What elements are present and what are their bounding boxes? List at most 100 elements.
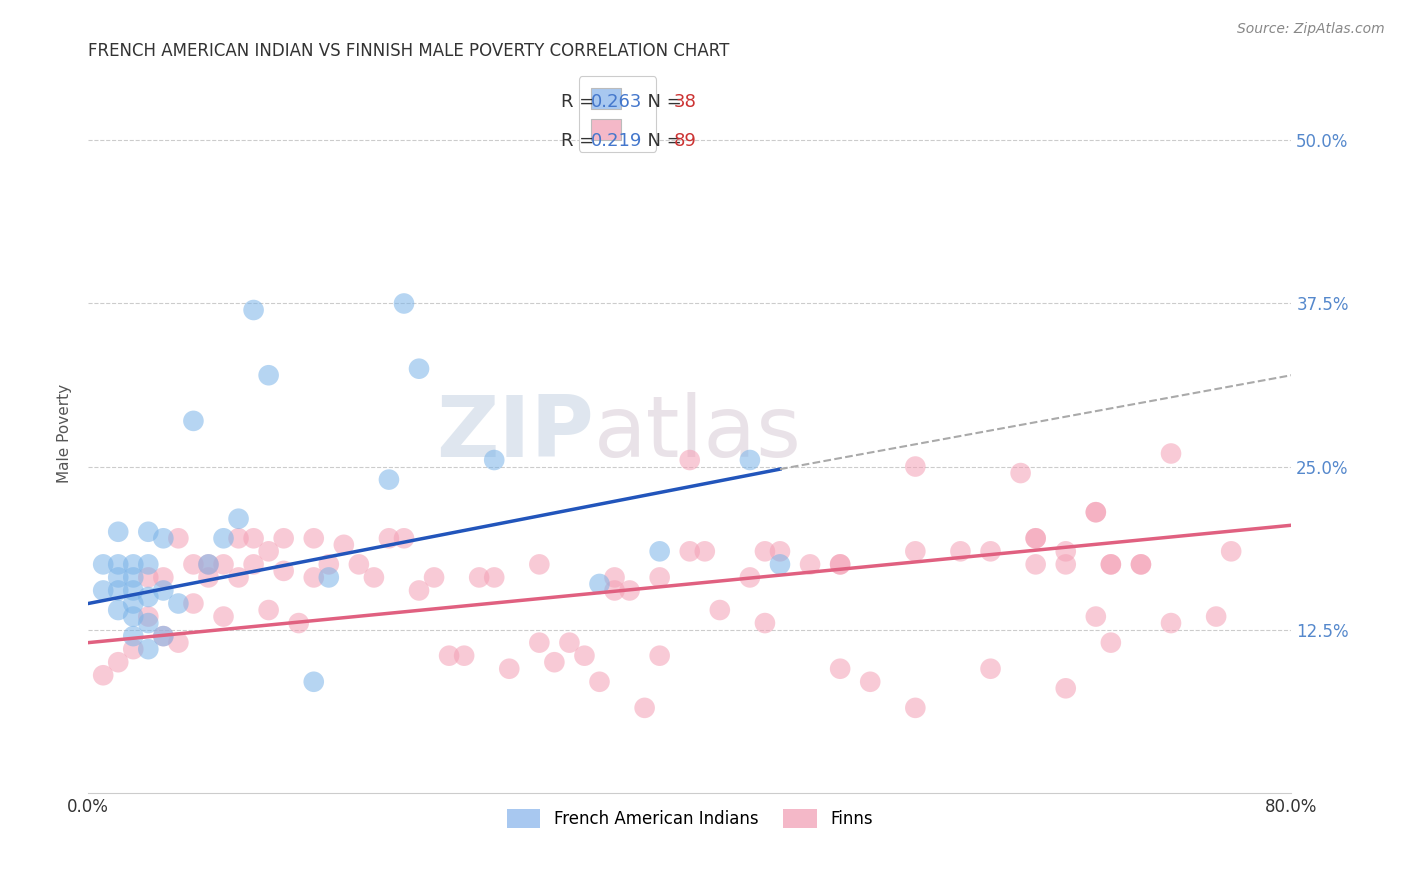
- Point: [136, 642, 159, 657]
- Point: [574, 648, 596, 663]
- Point: [257, 603, 280, 617]
- Point: [423, 570, 446, 584]
- Text: 89: 89: [673, 132, 697, 150]
- Point: [183, 597, 205, 611]
- Text: ZIP: ZIP: [436, 392, 593, 475]
- Point: [588, 577, 610, 591]
- Legend: French American Indians, Finns: French American Indians, Finns: [501, 802, 879, 835]
- Point: [136, 609, 159, 624]
- Point: [529, 635, 551, 649]
- Point: [980, 662, 1002, 676]
- Point: [212, 609, 235, 624]
- Point: [273, 564, 295, 578]
- Point: [122, 597, 145, 611]
- Point: [830, 662, 852, 676]
- Point: [152, 531, 174, 545]
- Point: [167, 597, 190, 611]
- Point: [799, 558, 821, 572]
- Point: [107, 655, 129, 669]
- Point: [648, 544, 671, 558]
- Text: R =: R =: [561, 132, 600, 150]
- Point: [302, 674, 325, 689]
- Point: [949, 544, 972, 558]
- Point: [228, 512, 250, 526]
- Text: 0.263: 0.263: [591, 94, 643, 112]
- Point: [122, 609, 145, 624]
- Text: 38: 38: [673, 94, 697, 112]
- Point: [1054, 681, 1077, 696]
- Point: [197, 558, 219, 572]
- Point: [183, 414, 205, 428]
- Point: [859, 674, 882, 689]
- Point: [136, 524, 159, 539]
- Point: [543, 655, 565, 669]
- Point: [498, 662, 520, 676]
- Point: [91, 668, 114, 682]
- Point: [167, 531, 190, 545]
- Point: [437, 648, 460, 663]
- Text: atlas: atlas: [593, 392, 801, 475]
- Point: [588, 674, 610, 689]
- Point: [107, 558, 129, 572]
- Text: R =: R =: [561, 94, 600, 112]
- Point: [619, 583, 641, 598]
- Point: [529, 558, 551, 572]
- Point: [1129, 558, 1152, 572]
- Point: [709, 603, 731, 617]
- Point: [392, 296, 415, 310]
- Point: [378, 531, 401, 545]
- Point: [318, 558, 340, 572]
- Point: [693, 544, 716, 558]
- Point: [228, 531, 250, 545]
- Point: [136, 616, 159, 631]
- Point: [257, 368, 280, 383]
- Point: [1129, 558, 1152, 572]
- Point: [1160, 616, 1182, 631]
- Point: [136, 590, 159, 604]
- Point: [107, 570, 129, 584]
- Point: [1054, 558, 1077, 572]
- Point: [1084, 505, 1107, 519]
- Text: FRENCH AMERICAN INDIAN VS FINNISH MALE POVERTY CORRELATION CHART: FRENCH AMERICAN INDIAN VS FINNISH MALE P…: [89, 42, 730, 60]
- Point: [679, 544, 702, 558]
- Point: [257, 544, 280, 558]
- Point: [287, 616, 309, 631]
- Point: [212, 531, 235, 545]
- Point: [122, 558, 145, 572]
- Point: [484, 570, 506, 584]
- Point: [392, 531, 415, 545]
- Point: [1099, 558, 1122, 572]
- Point: [167, 635, 190, 649]
- Point: [980, 544, 1002, 558]
- Point: [197, 558, 219, 572]
- Point: [228, 570, 250, 584]
- Point: [1160, 446, 1182, 460]
- Point: [363, 570, 385, 584]
- Point: [107, 583, 129, 598]
- Point: [212, 558, 235, 572]
- Point: [603, 583, 626, 598]
- Point: [1025, 531, 1047, 545]
- Y-axis label: Male Poverty: Male Poverty: [58, 384, 72, 483]
- Point: [122, 629, 145, 643]
- Point: [183, 558, 205, 572]
- Point: [318, 570, 340, 584]
- Point: [91, 583, 114, 598]
- Point: [633, 701, 655, 715]
- Point: [152, 629, 174, 643]
- Point: [754, 544, 776, 558]
- Point: [904, 701, 927, 715]
- Point: [122, 570, 145, 584]
- Point: [1025, 531, 1047, 545]
- Point: [302, 570, 325, 584]
- Point: [648, 648, 671, 663]
- Point: [769, 558, 792, 572]
- Point: [1025, 558, 1047, 572]
- Point: [107, 524, 129, 539]
- Point: [273, 531, 295, 545]
- Point: [1010, 466, 1032, 480]
- Point: [242, 558, 264, 572]
- Point: [408, 361, 430, 376]
- Point: [830, 558, 852, 572]
- Point: [453, 648, 475, 663]
